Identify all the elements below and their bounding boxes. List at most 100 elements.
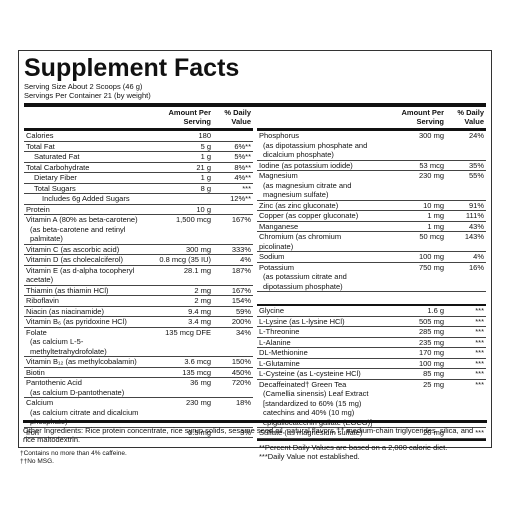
amount: 10 mg [423, 200, 444, 210]
daily-value [215, 205, 253, 215]
nutrient-row: Sodium 100 mg 4% [257, 252, 486, 263]
nutrient-name: Biotin [26, 367, 45, 377]
amount: 285 mg [418, 327, 444, 336]
amount: 300 mg [185, 244, 211, 254]
nutrient-name: Folate [26, 327, 47, 337]
daily-value: *** [475, 379, 484, 389]
daily-value: 91% [468, 200, 484, 210]
left-column: Amount Per Serving % Daily Value Calories 1… [24, 107, 253, 462]
nutrient-name: Riboflavin [26, 296, 59, 305]
amount: 36 mg [190, 378, 211, 387]
amount: 10 g [196, 204, 211, 214]
nutrient-row: Thiamin (as thiamin HCl) 2 mg 167% [24, 285, 253, 296]
nutrient-cell: Sulfate (as magnesium sulfate) [257, 428, 376, 438]
nutrient-name: Copper (as copper gluconate) [259, 211, 359, 220]
nutrient-cell: Protein [24, 205, 143, 215]
nutrient-name: L-Cysteine (as L-cysteine HCl) [259, 369, 361, 378]
nutrient-cell: Chromium (as chromium picolinate) [257, 232, 376, 251]
daily-value: 16% [468, 262, 484, 272]
amount: 2 mg [194, 285, 211, 295]
nutrient-name: Pantothenic Acid [26, 378, 82, 387]
nutrient-cell: Iron [24, 428, 143, 438]
nutrient-cell: Includes 6g Added Sugars [24, 194, 143, 204]
amount: 0.5 mg [188, 427, 211, 437]
nutrient-row: Zinc (as zinc gluconate) 10 mg 91% [257, 200, 486, 211]
nutrient-name: Zinc (as zinc gluconate) [259, 200, 339, 210]
amount: 50 mcg [419, 232, 444, 241]
right-column: Amount Per Serving % Daily Value Phosphoru… [257, 107, 486, 462]
daily-value: 4%** [234, 173, 251, 182]
nutrient-row: Includes 6g Added Sugars 12%** [24, 194, 253, 205]
daily-value: *** [242, 183, 251, 193]
nutrient-row: Vitamin A (80% as beta-carotene) (as beta… [24, 215, 253, 245]
nutrient-name: L-Alanine [259, 337, 291, 347]
nutrient-cell: Sodium [257, 252, 376, 262]
daily-value: 43% [468, 221, 484, 231]
nutrient-name: Vitamin D (as cholecalciferol) [26, 255, 123, 264]
amount: 135 mcg [182, 367, 211, 377]
daily-value: 111% [465, 211, 484, 220]
columns: Amount Per Serving % Daily Value Calories 1… [24, 103, 486, 462]
amount: 505 mg [418, 316, 444, 326]
amount: 230 mg [418, 171, 444, 180]
amount: 21 g [196, 162, 211, 172]
nutrient-name: Iodine (as potassium iodide) [259, 160, 353, 170]
nutrient-cell: DL-Methionine [257, 348, 376, 358]
nutrient-cell: Total Carbohydrate [24, 163, 143, 173]
header-amount: Amount Per Serving [401, 108, 444, 126]
nutrient-row: Potassium (as potassium citrate and dipot… [257, 262, 486, 292]
serving-size: Serving Size About 2 Scoops (46 g) [24, 82, 143, 91]
footnotes: †Contains no more than 4% caffeine. ††No … [20, 450, 127, 466]
daily-value: *** [475, 327, 484, 336]
daily-value: 24% [468, 131, 484, 140]
nutrient-cell: Dietary Fiber [24, 173, 143, 183]
nutrient-name: Vitamin E (as d-alpha tocopheryl acetate… [26, 265, 135, 285]
nutrient-name: Vitamin B₁₂ (as methylcobalamin) [26, 357, 137, 366]
nutrient-row: Calories 180 [24, 131, 253, 142]
daily-value: *** [475, 428, 484, 437]
amount: 170 mg [418, 348, 444, 357]
daily-value: 59% [235, 306, 251, 316]
nutrient-detail: (as potassium citrate and dipotassium ph… [263, 272, 347, 291]
nutrient-cell: Copper (as copper gluconate) [257, 211, 376, 221]
daily-value: 3% [240, 427, 251, 437]
nutrient-name: Calories [26, 131, 54, 140]
nutrient-row: Vitamin C (as ascorbic acid) 300 mg 333% [24, 244, 253, 255]
nutrient-name: Includes 6g Added Sugars [42, 194, 130, 203]
nutrient-name: Vitamin B₆ (as pyridoxine HCl) [26, 317, 127, 326]
nutrient-row: Vitamin E (as d-alpha tocopheryl acetate… [24, 266, 253, 286]
nutrient-row: Vitamin B₁₂ (as methylcobalamin) 3.6 mcg 1… [24, 357, 253, 368]
nutrient-cell: Magnesium (as magnesium citrate and magne… [257, 171, 376, 200]
nutrient-cell: Total Fat [24, 142, 143, 152]
nutrient-row: Iron 0.5 mg 3% [24, 427, 253, 438]
nutrient-detail: (as calcium D-pantothenate) [30, 387, 125, 397]
nutrient-row: Vitamin D (as cholecalciferol) 0.8 mcg (3… [24, 255, 253, 266]
nutrient-name: Total Fat [26, 141, 55, 151]
daily-value: 6%** [234, 141, 251, 151]
amount: 0.8 mcg (35 IU) [159, 255, 211, 264]
nutrient-detail: (as calcium L-5-methyltetrahydrofolate) [30, 337, 107, 356]
title: Supplement Facts [24, 54, 240, 82]
nutrient-name: Vitamin A (80% as beta-carotene) [26, 215, 138, 224]
daily-value: *** [475, 369, 484, 378]
daily-value: 150% [231, 357, 251, 366]
column-header: Amount Per Serving % Daily Value [24, 107, 253, 131]
nutrient-cell: L-Cysteine (as L-cysteine HCl) [257, 369, 376, 379]
nutrient-row: Iodine (as potassium iodide) 53 mcg 35% [257, 160, 486, 171]
nutrient-cell: Phosphorus (as dipotassium phosphate and … [257, 131, 376, 160]
header-spacer [257, 109, 376, 126]
nutrient-row: Protein 10 g [24, 204, 253, 215]
amount: 230 mg [185, 398, 211, 407]
dv-notes: **Percent Daily Values are based on a 2,… [257, 438, 486, 462]
daily-value: 143% [464, 232, 484, 241]
nutrient-name: Magnesium [259, 171, 298, 180]
amount: 1 g [200, 173, 211, 182]
header-amount: Amount Per Serving [168, 108, 211, 126]
nutrient-name: L-Glutamine [259, 358, 300, 368]
amount: 5 g [200, 141, 211, 151]
amount: 1 g [200, 152, 211, 161]
nutrient-name: Glycine [259, 306, 285, 315]
header-dv: % Daily Value [457, 108, 484, 126]
nutrient-cell: Pantothenic Acid (as calcium D-pantothena… [24, 378, 143, 397]
